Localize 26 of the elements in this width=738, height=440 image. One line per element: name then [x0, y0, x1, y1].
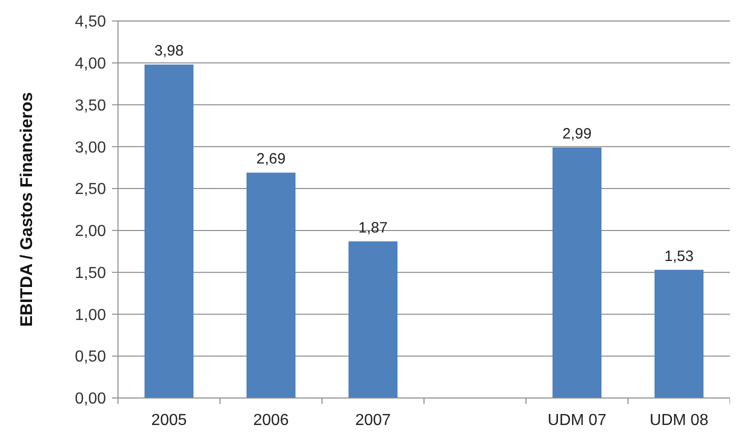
- y-tick-label: 0,50: [74, 348, 106, 366]
- y-tick-label: 4,50: [74, 14, 106, 31]
- y-tick-label: 3,00: [74, 139, 106, 156]
- y-tick-label: 4,00: [74, 55, 106, 72]
- y-tick-label: 3,50: [74, 97, 106, 114]
- data-label: 3,98: [154, 42, 184, 60]
- data-label: 2,99: [562, 126, 592, 143]
- bar: [144, 64, 194, 398]
- y-axis-title: EBITDA / Gastos Financieros: [17, 92, 36, 327]
- data-label: 1,87: [358, 219, 388, 236]
- bar: [246, 172, 296, 398]
- data-label: 2,69: [256, 150, 286, 168]
- x-tick-label: 2005: [151, 412, 187, 429]
- x-tick-label: UDM 07: [548, 412, 606, 429]
- bar: [654, 270, 704, 398]
- y-tick-label: 2,50: [74, 181, 106, 198]
- x-tick-label: 2006: [253, 412, 289, 429]
- x-tick-label: 2007: [355, 412, 391, 429]
- y-tick-label: 1,50: [74, 264, 106, 282]
- x-tick-label: UDM 08: [650, 412, 708, 429]
- bar: [348, 241, 398, 398]
- y-tick-label: 1,00: [74, 306, 106, 324]
- y-tick-label: 2,00: [74, 223, 106, 240]
- bar: [552, 148, 602, 398]
- y-tick-label: 0,00: [74, 390, 106, 408]
- data-label: 1,53: [664, 248, 694, 265]
